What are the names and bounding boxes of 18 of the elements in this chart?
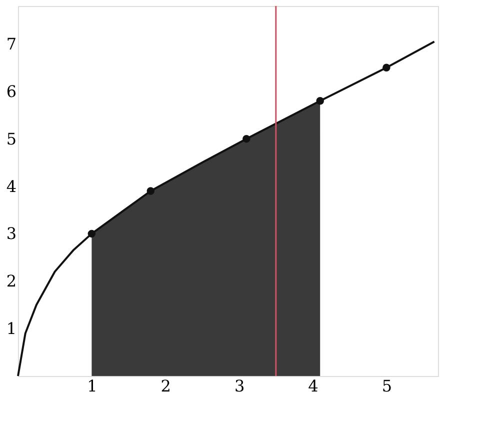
line-series bbox=[17, 40, 436, 377]
y-tick-label: 3 bbox=[6, 224, 16, 244]
x-tick-label: 1 bbox=[87, 376, 98, 396]
x-tick-label: 3 bbox=[234, 376, 245, 396]
y-tick-label: 7 bbox=[6, 34, 16, 54]
point bbox=[382, 64, 390, 72]
y-tick-label: 1 bbox=[6, 319, 16, 338]
y-tick-label: 2 bbox=[6, 272, 16, 291]
x-tick-label: 2 bbox=[160, 376, 171, 396]
y-tick-label: 4 bbox=[6, 176, 16, 196]
x-tick-label: 5 bbox=[382, 376, 392, 396]
y-tick-label: 5 bbox=[6, 129, 16, 148]
point bbox=[242, 134, 250, 143]
point bbox=[146, 187, 155, 195]
point bbox=[88, 230, 96, 238]
x-tick-label: 4 bbox=[308, 376, 318, 396]
point bbox=[316, 97, 324, 105]
y-tick-label: 6 bbox=[6, 82, 16, 101]
